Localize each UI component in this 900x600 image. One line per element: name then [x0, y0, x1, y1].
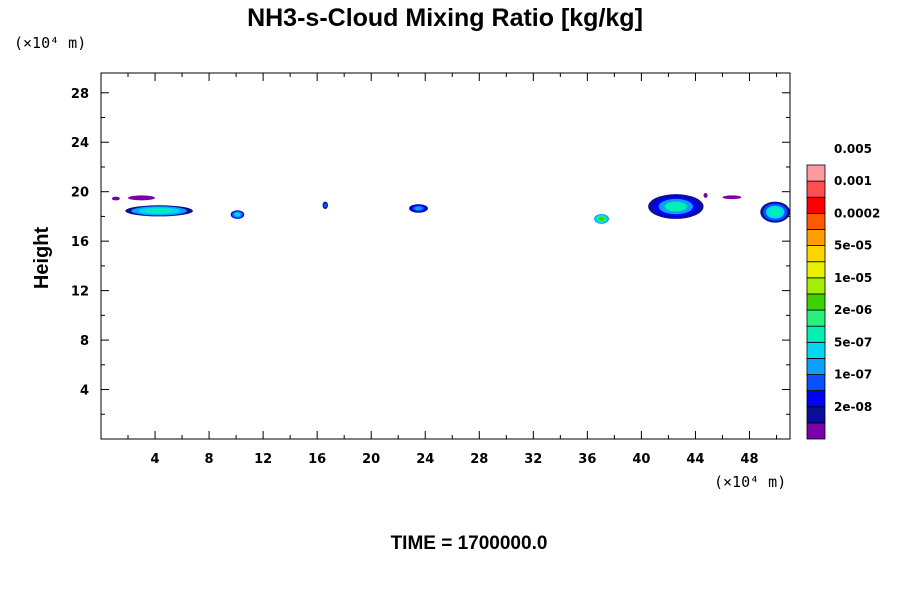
colorbar-swatch [806, 212, 826, 230]
time-label: TIME = 1700000.0 [391, 533, 548, 554]
cloud-patch-layer [114, 197, 118, 200]
y-tick-label: 20 [71, 186, 89, 201]
x-tick-label: 4 [151, 452, 160, 467]
colorbar-label: 0.005 [834, 142, 872, 156]
colorbar-swatch [806, 245, 826, 263]
plot-frame [100, 72, 791, 440]
colorbar-swatch [806, 229, 826, 246]
y-tick-label: 28 [71, 87, 89, 102]
colorbar-swatch [806, 341, 826, 359]
cloud-patch-layer [704, 194, 707, 197]
colorbar-swatch [806, 309, 826, 327]
colorbar-swatch [806, 422, 826, 440]
colorbar-label: 1e-05 [834, 271, 872, 285]
cloud-patch-layer [728, 196, 736, 199]
x-tick-label: 44 [686, 452, 704, 467]
x-unit-label: (×10⁴ m) [714, 473, 786, 491]
y-tick-label: 8 [80, 334, 89, 349]
cloud-patch-layer [664, 201, 687, 212]
colorbar-swatch [806, 180, 826, 198]
y-unit-label: (×10⁴ m) [14, 34, 86, 52]
colorbar: 0.005 0.001 0.0002 5e-05 1e-05 2e-06 5e-07 1e-0… [806, 142, 880, 440]
x-tick-label: 12 [254, 452, 272, 467]
colorbar-label: 2e-08 [834, 400, 872, 414]
chart-title: NH3-s-Cloud Mixing Ratio [kg/kg] [247, 4, 643, 32]
colorbar-swatch [806, 196, 826, 214]
colorbar-swatch [806, 277, 826, 295]
colorbar-swatch [806, 261, 826, 279]
colorbar-swatch [806, 325, 826, 343]
cloud-patch-layer [414, 206, 423, 211]
cloud-patches [111, 192, 790, 224]
cloud-patch-layer [324, 203, 327, 207]
y-tick-label: 4 [80, 384, 89, 399]
colorbar-label: 2e-06 [834, 303, 872, 317]
y-tick-label: 24 [71, 136, 89, 151]
colorbar-swatch [806, 374, 826, 392]
cloud-patch-layer [769, 207, 782, 217]
colorbar-swatch [806, 164, 826, 182]
colorbar-label: 5e-07 [834, 335, 872, 349]
colorbar-label: 0.001 [834, 174, 872, 188]
cloud-patch-layer [136, 196, 147, 199]
x-tick-label: 40 [632, 452, 650, 467]
x-tick-label: 36 [578, 452, 596, 467]
cloud-patch-layer [598, 216, 605, 221]
x-tick-label: 20 [362, 452, 380, 467]
x-tick-label: 28 [470, 452, 488, 467]
colorbar-label: 0.0002 [834, 206, 880, 220]
y-axis-label: Height [31, 227, 53, 290]
y-tick-label: 16 [71, 235, 89, 250]
x-tick-label: 16 [308, 452, 326, 467]
colorbar-swatch [806, 390, 826, 408]
cloud-patch-layer [145, 208, 173, 214]
colorbar-swatch [806, 358, 826, 375]
x-tick-label: 24 [416, 452, 434, 467]
x-tick-label: 48 [740, 452, 758, 467]
cloud-patch-layer [234, 212, 241, 217]
colorbar-swatch [806, 406, 826, 424]
colorbar-label: 5e-05 [834, 239, 872, 253]
colorbar-label: 1e-07 [834, 368, 872, 382]
x-tick-label: 32 [524, 452, 542, 467]
y-tick-label: 12 [71, 285, 89, 300]
x-tick-label: 8 [205, 452, 214, 467]
colorbar-swatch [806, 293, 826, 311]
